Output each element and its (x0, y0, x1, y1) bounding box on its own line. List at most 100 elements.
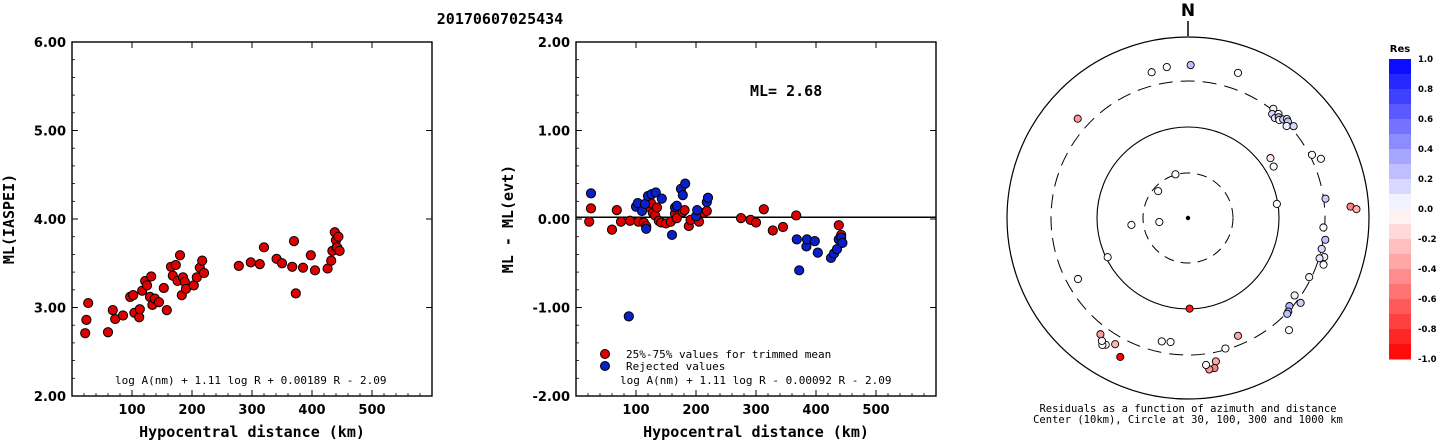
y-axis-ticks-1: 2.00 3.00 4.00 5.00 6.00 (34, 36, 432, 405)
colorbar-cell (1389, 179, 1411, 195)
y-tick-label-1: 5.00 (34, 125, 66, 140)
rejected-point (809, 236, 820, 247)
trimmed-point (606, 224, 618, 235)
y-axis-ticks-2: -2.00 -1.00 0.00 1.00 2.00 (533, 36, 936, 405)
panel-residual-map: N Residuals as a function of azimuth and… (1006, 1, 1370, 426)
colorbar-cell (1389, 299, 1411, 315)
colorbar-cell (1389, 314, 1411, 330)
legend-label-rejected: Rejected values (626, 360, 725, 373)
station-marker (1111, 340, 1120, 349)
station-marker (1155, 217, 1164, 227)
data-point (288, 236, 300, 247)
colorbar-cell (1389, 269, 1411, 285)
colorbar-title: Res (1390, 44, 1410, 55)
x-tick-label-1: 400 (298, 403, 325, 418)
station-marker (1073, 114, 1082, 123)
data-point (128, 290, 139, 301)
colorbar-cell (1389, 59, 1411, 75)
trimmed-point (777, 221, 789, 233)
data-point (158, 282, 169, 294)
data-point (161, 305, 172, 316)
data-point (83, 297, 94, 309)
colorbar-tick-label: 0.2 (1418, 175, 1433, 185)
legend-marker-trimmed (600, 349, 610, 359)
data-point (197, 255, 208, 266)
y-tick-label-2: -1.00 (533, 302, 570, 317)
data-point (141, 280, 153, 291)
station-marker (1266, 154, 1275, 163)
data-point (80, 328, 91, 339)
station-marker (1096, 330, 1105, 339)
trimmed-point (671, 213, 682, 224)
formula-1: log A(nm) + 1.11 log R + 0.00189 R - 2.0… (115, 374, 387, 387)
station-marker (1233, 331, 1243, 340)
station-marker (1319, 260, 1328, 269)
x-tick-label-1: 300 (238, 403, 265, 418)
data-point (170, 259, 181, 271)
data-point (287, 261, 298, 272)
colorbar-cell (1389, 89, 1411, 105)
rejected-point (680, 178, 691, 189)
station-marker (1154, 187, 1163, 196)
x-tick-label-2: 500 (862, 403, 889, 418)
trimmed-point (701, 205, 712, 217)
data-point (191, 272, 202, 283)
colorbar-cell (1389, 74, 1411, 90)
colorbar-tick-label: 1.0 (1418, 55, 1433, 65)
rejected-point (641, 223, 652, 234)
station-marker (1185, 304, 1194, 313)
rejected-point (585, 188, 597, 199)
data-point (276, 258, 288, 269)
rejected-point (666, 229, 678, 241)
x-axis-ticks-2: 100 200 300 400 500 (575, 42, 937, 418)
colorbar-tick-label: -0.4 (1418, 265, 1437, 275)
station-marker (1211, 357, 1220, 366)
colorbar-cell (1389, 134, 1411, 150)
x-axis-label-2: Hypocentral distance (km) (643, 423, 869, 441)
rejected-point (837, 237, 848, 248)
plot-frame-1 (71, 41, 433, 397)
colorbar-tick-label: -0.6 (1418, 295, 1437, 305)
station-marker (1317, 244, 1326, 253)
ml-label: ML= 2.68 (750, 82, 822, 100)
colorbar-cell (1389, 149, 1411, 165)
station-marker (1157, 337, 1166, 346)
colorbar-cell (1389, 239, 1411, 255)
y-tick-label-1: 6.00 (34, 36, 66, 51)
caption-line-1: Residuals as a function of azimuth and d… (1039, 403, 1336, 415)
colorbar-cell (1389, 164, 1411, 180)
trimmed-point (611, 205, 622, 216)
data-point (233, 260, 244, 272)
y-tick-label-1: 3.00 (34, 302, 66, 317)
x-tick-label-1: 200 (178, 403, 205, 418)
data-point (309, 265, 321, 276)
data-point (334, 245, 345, 256)
data-point (146, 271, 157, 282)
station-marker (1290, 291, 1299, 300)
data-point (153, 297, 165, 308)
station-marker (1307, 150, 1317, 159)
data-point (258, 242, 270, 253)
station-marker (1221, 344, 1230, 353)
station-marker (1166, 337, 1175, 347)
colorbar-cell (1389, 284, 1411, 300)
colorbar-cell (1389, 224, 1411, 240)
x-tick-label-1: 100 (118, 403, 145, 418)
x-tick-label-2: 200 (682, 403, 709, 418)
station-marker (1147, 68, 1156, 77)
data-point (102, 327, 114, 338)
station-marker (1321, 194, 1330, 203)
y-axis-label-2: ML - ML(evt) (499, 165, 517, 273)
colorbar: Res 1.0 0.8 0.6 0.4 0.2 0.0 -0.2 -0.4 -0.6 -0.8 -1… (1389, 44, 1437, 365)
trimmed-point (750, 217, 762, 228)
trimmed-point (615, 216, 627, 227)
y-tick-label-2: 2.00 (538, 36, 570, 51)
data-point (81, 314, 92, 325)
legend-label-trimmed: 25%-75% values for trimmed mean (626, 348, 831, 361)
station-marker (1283, 309, 1292, 318)
rejected-point (692, 205, 703, 216)
station-marker (1186, 61, 1195, 70)
station-marker (1116, 352, 1125, 361)
station-marker (1316, 154, 1325, 163)
